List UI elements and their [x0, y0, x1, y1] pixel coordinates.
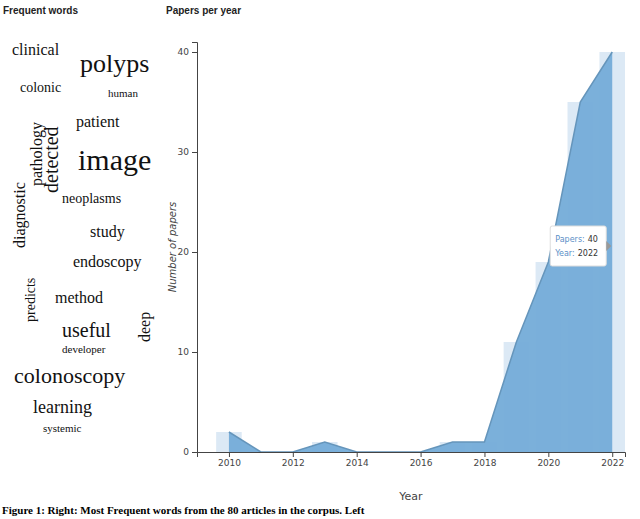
tick: 2012 — [282, 452, 305, 468]
tick-label: 2016 — [410, 458, 433, 468]
word: colonic — [20, 80, 61, 95]
tick: 2016 — [410, 452, 433, 468]
tick-mark — [192, 352, 197, 353]
word: diagnostic — [11, 182, 29, 248]
caption: Figure 1: Right: Most Frequent words fro… — [2, 504, 365, 516]
word: systemic — [43, 422, 82, 434]
tick: 2018 — [474, 452, 497, 468]
x-axis-title: Year — [398, 490, 423, 503]
tick: 2022 — [601, 452, 624, 468]
tick: 2014 — [346, 452, 369, 468]
y-axis-title: Number of papers — [167, 202, 178, 292]
word: method — [55, 289, 103, 306]
panel-title: Frequent words — [3, 5, 78, 16]
word: patient — [76, 113, 120, 131]
tooltip-pointer — [606, 241, 611, 251]
word: polyps — [80, 49, 149, 78]
tick-mark — [192, 152, 197, 153]
tick-label: 2010 — [218, 458, 241, 468]
tooltip: Papers:40 Year:2022 — [550, 226, 611, 266]
word: image — [78, 143, 151, 176]
tick-mark — [192, 452, 197, 453]
tick-label: 30 — [178, 147, 190, 157]
tick-label: 0 — [183, 447, 189, 457]
tick-mark — [612, 452, 613, 457]
tick-label: 10 — [178, 347, 190, 357]
axis-line — [192, 43, 198, 453]
tooltip-row: Year:2022 — [554, 249, 598, 258]
tick-mark — [421, 452, 422, 457]
tick-mark — [192, 52, 197, 53]
word: developer — [62, 343, 106, 355]
tick-mark — [293, 452, 294, 457]
tick-label: 2022 — [601, 458, 624, 468]
tick: 2010 — [218, 452, 241, 468]
axis-line — [198, 453, 626, 458]
tick-label: 20 — [178, 247, 190, 257]
word: colonoscopy — [14, 363, 125, 388]
tooltip-label: Year: — [554, 249, 575, 258]
tooltip-value: 2022 — [578, 249, 598, 258]
word: learning — [33, 397, 92, 417]
tick-label: 2012 — [282, 458, 305, 468]
area-line — [229, 52, 612, 452]
word: detected — [40, 126, 62, 193]
tooltip-value: 40 — [588, 235, 598, 244]
tick-mark — [229, 452, 230, 457]
y-axis: 0 10 20 30 40 — [178, 43, 198, 458]
tick: 0 — [183, 447, 197, 457]
word-cloud: clinicalpolypscolonichumanpatientpatholo… — [11, 41, 154, 434]
area — [229, 52, 612, 452]
panel-title: Papers per year — [166, 5, 241, 16]
tick: 30 — [178, 147, 197, 157]
tick-mark — [548, 452, 549, 457]
x-axis: 2010 2012 2014 2016 2018 2020 2022 — [198, 452, 626, 468]
tick: 2020 — [537, 452, 560, 468]
tick-mark — [357, 452, 358, 457]
tick: 20 — [178, 247, 197, 257]
word: useful — [62, 319, 111, 341]
tick-label: 2014 — [346, 458, 369, 468]
plot-area — [216, 52, 625, 452]
word: deep — [136, 312, 154, 342]
word: neoplasms — [62, 191, 121, 206]
word: clinical — [12, 41, 60, 58]
tooltip-label: Papers: — [555, 235, 585, 244]
word: study — [90, 223, 125, 241]
tick-label: 2020 — [537, 458, 560, 468]
tick-label: 2018 — [474, 458, 497, 468]
tick-mark — [192, 252, 197, 253]
tick: 10 — [178, 347, 197, 357]
tooltip-row: Papers:40 — [555, 235, 598, 244]
word: human — [108, 87, 138, 99]
tick: 40 — [178, 47, 197, 57]
tick-label: 40 — [178, 47, 190, 57]
tooltip-box — [550, 226, 606, 266]
tick-mark — [484, 452, 485, 457]
word: endoscopy — [73, 253, 141, 271]
word: predicts — [23, 278, 38, 322]
figure: Frequent words clinical polyps colonic human… — [0, 0, 640, 519]
